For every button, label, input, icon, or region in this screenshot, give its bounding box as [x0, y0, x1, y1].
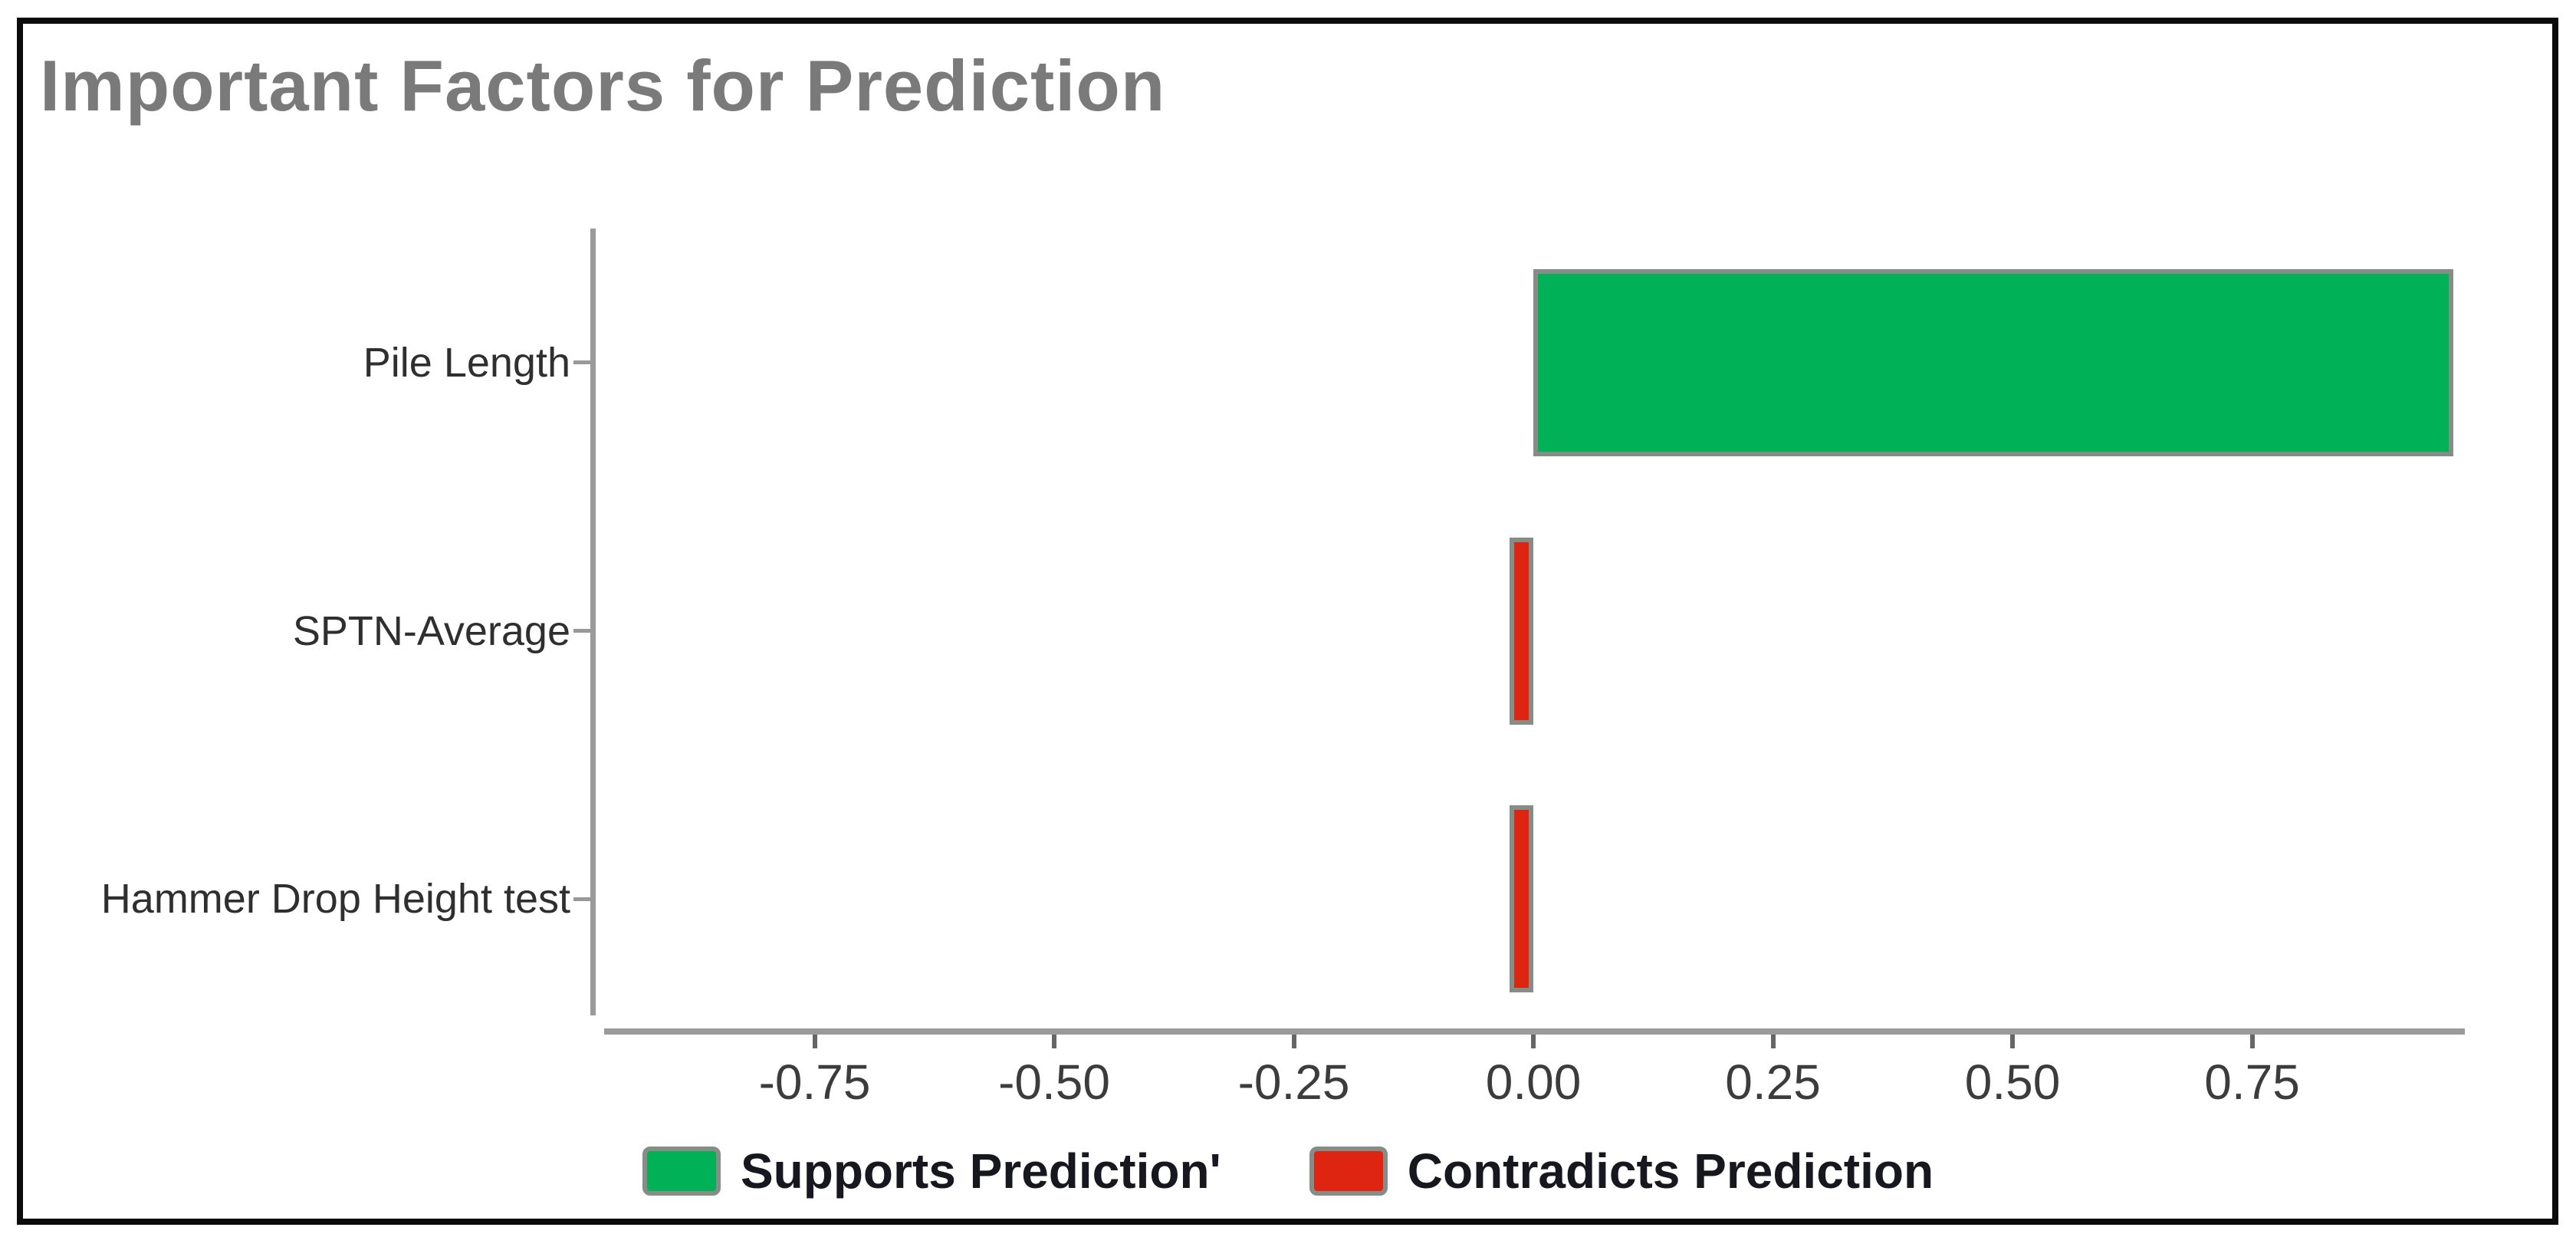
x-tick — [2249, 1035, 2255, 1048]
y-tick — [573, 897, 590, 901]
x-tick-label: -0.25 — [1237, 1055, 1350, 1110]
x-tick — [1291, 1035, 1296, 1048]
y-axis-line — [590, 229, 596, 1015]
x-tick-label: 0.25 — [1725, 1055, 1821, 1110]
x-tick-label: 0.00 — [1485, 1055, 1582, 1110]
figure-border — [17, 18, 2558, 1225]
legend-item-contradicts: Contradicts Prediction — [1309, 1143, 1934, 1199]
legend: Supports Prediction' Contradicts Predict… — [0, 1140, 2576, 1202]
x-tick-label: 0.50 — [1964, 1055, 2061, 1110]
bar-hammer-drop-height-test — [1509, 805, 1533, 993]
page-title: Important Factors for Prediction — [40, 45, 1166, 126]
legend-item-supports: Supports Prediction' — [642, 1143, 1221, 1199]
category-label: SPTN-Average — [292, 607, 570, 654]
bar-sptn-average — [1509, 537, 1533, 725]
x-tick — [1531, 1035, 1536, 1048]
x-tick-label: -0.50 — [998, 1055, 1110, 1110]
contradicts-swatch-icon — [1309, 1147, 1388, 1196]
x-axis-line — [604, 1028, 2465, 1035]
bar-pile-length — [1533, 268, 2453, 456]
category-label: Hammer Drop Height test — [100, 876, 570, 923]
y-tick — [573, 629, 590, 633]
category-label: Pile Length — [363, 339, 570, 386]
supports-swatch-icon — [642, 1147, 721, 1196]
legend-label-supports: Supports Prediction' — [740, 1143, 1221, 1199]
x-tick-label: 0.75 — [2204, 1055, 2300, 1110]
x-tick — [1770, 1035, 1776, 1048]
x-tick — [2010, 1035, 2015, 1048]
legend-label-contradicts: Contradicts Prediction — [1407, 1143, 1934, 1199]
x-tick — [812, 1035, 817, 1048]
x-tick-label: -0.75 — [758, 1055, 871, 1110]
y-tick — [573, 360, 590, 365]
x-tick — [1052, 1035, 1056, 1048]
